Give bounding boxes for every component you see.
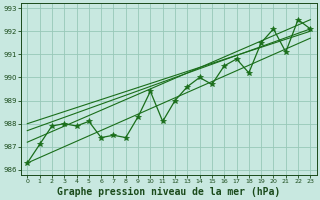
X-axis label: Graphe pression niveau de la mer (hPa): Graphe pression niveau de la mer (hPa) xyxy=(57,186,280,197)
